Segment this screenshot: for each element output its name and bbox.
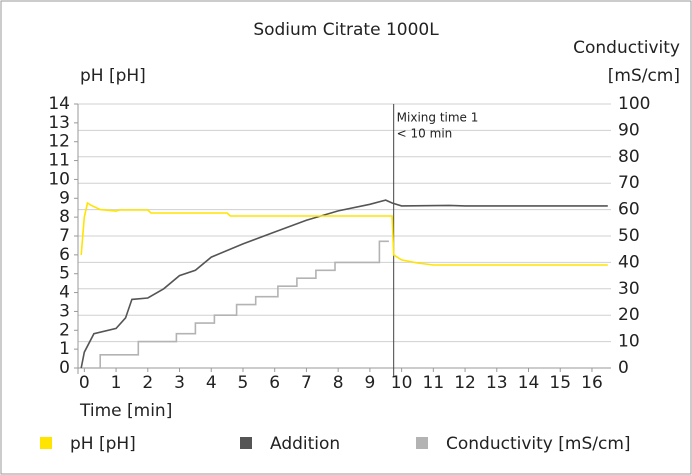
x-tick-label: 12: [454, 373, 476, 393]
x-axis-label: Time [min]: [79, 401, 172, 421]
x-tick-label: 11: [423, 373, 445, 393]
y2-tick-label: 10: [618, 332, 640, 352]
y2-tick-label: 80: [618, 147, 640, 167]
legend-swatch: [240, 437, 252, 449]
y-tick-label: 10: [48, 169, 70, 189]
x-tick-label: 1: [111, 373, 122, 393]
x-tick-label: 10: [391, 373, 413, 393]
x-tick-label: 14: [518, 373, 540, 393]
series-line: [81, 240, 389, 369]
x-tick-label: 7: [301, 373, 312, 393]
y2-tick-label: 20: [618, 305, 640, 325]
y2-tick-label: 60: [618, 200, 640, 220]
x-tick-label: 16: [581, 373, 603, 393]
series-line: [80, 201, 608, 266]
legend-swatch: [416, 437, 428, 449]
x-tick-label: 3: [174, 373, 185, 393]
y2-axis-label: [mS/cm]: [608, 66, 680, 86]
legend-swatch: [40, 437, 52, 449]
y-tick-label: 13: [48, 113, 70, 133]
y-tick-label: 12: [48, 132, 70, 152]
y-tick-label: 1: [59, 339, 70, 359]
x-tick-label: 15: [549, 373, 571, 393]
y2-tick-label: 50: [618, 226, 640, 246]
y2-tick-label: 40: [618, 252, 640, 272]
y-axis-label: pH [pH]: [80, 66, 146, 86]
y2-tick-label: 90: [618, 120, 640, 140]
x-tick-label: 8: [333, 373, 344, 393]
chart-title: Sodium Citrate 1000L: [253, 20, 439, 40]
y-tick-label: 4: [59, 283, 70, 303]
x-tick-label: 0: [79, 373, 90, 393]
x-tick-label: 6: [269, 373, 280, 393]
y-tick-label: 14: [48, 94, 70, 114]
x-tick-label: 2: [142, 373, 153, 393]
y-tick-label: 9: [59, 188, 70, 208]
y-tick-label: 3: [59, 301, 70, 321]
y2-axis-label: Conductivity: [573, 38, 680, 58]
y2-tick-label: 100: [618, 94, 650, 114]
y-tick-label: 2: [59, 320, 70, 340]
x-tick-label: 13: [486, 373, 508, 393]
y-tick-label: 0: [59, 358, 70, 378]
annotation-text: < 10 min: [397, 127, 453, 141]
x-tick-label: 4: [206, 373, 217, 393]
legend-label: Addition: [270, 434, 340, 454]
series-line: [80, 199, 608, 369]
y-tick-label: 7: [59, 226, 70, 246]
y-tick-label: 8: [59, 207, 70, 227]
y2-tick-label: 70: [618, 173, 640, 193]
y2-tick-label: 30: [618, 279, 640, 299]
y2-tick-label: 0: [618, 358, 629, 378]
y-tick-label: 11: [48, 151, 70, 171]
legend-label: Conductivity [mS/cm]: [446, 434, 631, 454]
y-tick-label: 6: [59, 245, 70, 265]
legend-label: pH [pH]: [70, 434, 136, 454]
x-tick-label: 5: [238, 373, 249, 393]
y-tick-label: 5: [59, 264, 70, 284]
x-tick-label: 9: [364, 373, 375, 393]
annotation-text: Mixing time 1: [397, 111, 479, 125]
